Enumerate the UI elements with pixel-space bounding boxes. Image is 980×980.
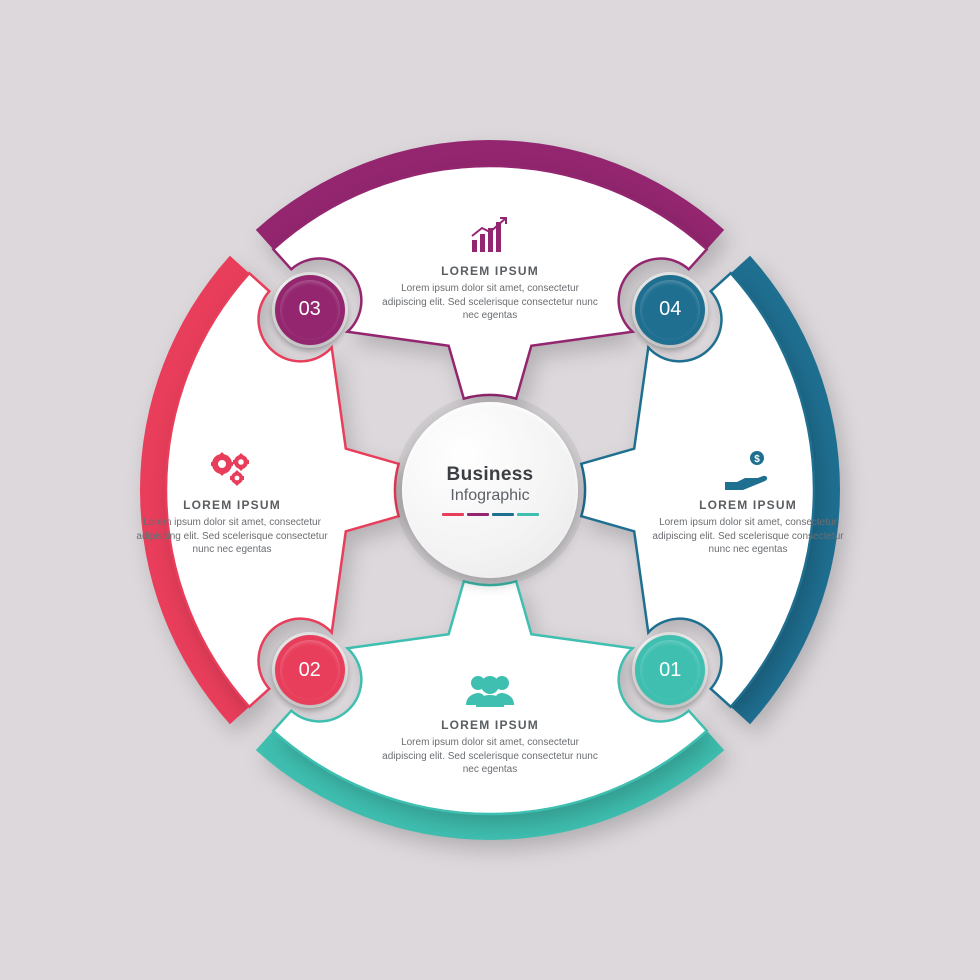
segment-heading: LOREM IPSUM <box>380 264 600 278</box>
hand-coin-icon: $ <box>648 448 848 492</box>
segment-body: Lorem ipsum dolor sit amet, consectetur … <box>648 516 848 557</box>
segment-block-left: LOREM IPSUM Lorem ipsum dolor sit amet, c… <box>132 448 332 557</box>
badge-04: 04 <box>635 275 705 345</box>
bar-growth-icon <box>380 214 600 258</box>
center-title: Business <box>447 464 534 486</box>
badge-03: 03 <box>275 275 345 345</box>
segment-block-bottom: LOREM IPSUM Lorem ipsum dolor sit amet, c… <box>380 668 600 777</box>
segment-heading: LOREM IPSUM <box>380 718 600 732</box>
people-icon <box>380 668 600 712</box>
center-accent-bars <box>442 513 539 516</box>
segment-body: Lorem ipsum dolor sit amet, consectetur … <box>132 516 332 557</box>
center-hub: Business Infographic <box>402 402 578 578</box>
segment-body: Lorem ipsum dolor sit amet, consectetur … <box>380 736 600 777</box>
segment-block-top: LOREM IPSUM Lorem ipsum dolor sit amet, c… <box>380 214 600 323</box>
svg-text:$: $ <box>754 454 760 465</box>
center-subtitle: Infographic <box>450 487 529 505</box>
gears-icon <box>132 448 332 492</box>
badge-02: 02 <box>275 635 345 705</box>
segment-heading: LOREM IPSUM <box>648 498 848 512</box>
segment-heading: LOREM IPSUM <box>132 498 332 512</box>
segment-body: Lorem ipsum dolor sit amet, consectetur … <box>380 282 600 323</box>
infographic-stage: Business Infographic 03040102 LOREM IPSU… <box>0 0 980 980</box>
segment-block-right: $ LOREM IPSUM Lorem ipsum dolor sit amet,… <box>648 448 848 557</box>
